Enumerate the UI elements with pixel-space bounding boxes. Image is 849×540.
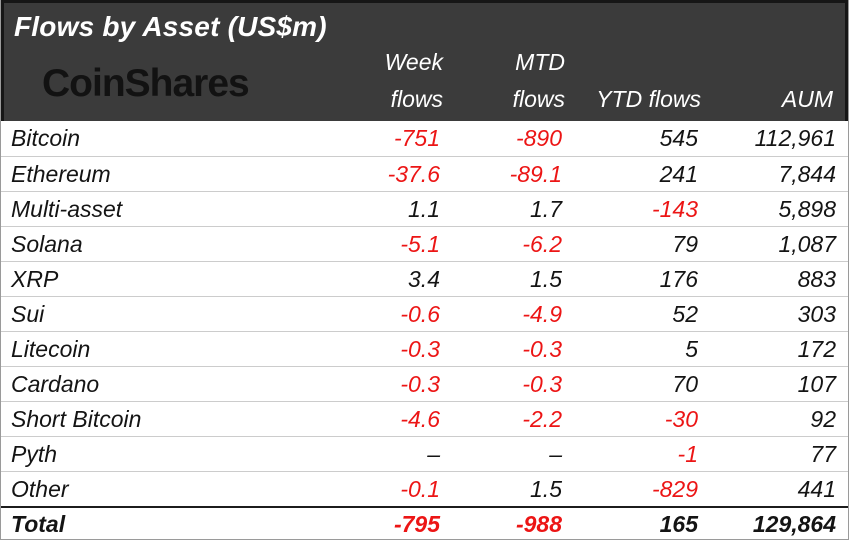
total-asset-name: Total: [11, 510, 66, 537]
row-ytd-flows-value: 70: [672, 370, 698, 397]
column-header-ytd-flows: YTD flows: [596, 86, 701, 112]
table-row: Litecoin -0.3 -0.3 5 172: [1, 331, 848, 366]
row-week-flows-value: –: [427, 440, 440, 467]
table-header: Flows by Asset (US$m) CoinShares Week fl…: [1, 0, 848, 121]
row-asset-name: Sui: [11, 300, 45, 327]
row-ytd-flows-value: -143: [651, 195, 698, 222]
column-headers-row: CoinShares Week flows MTD flows YTD flow…: [4, 44, 845, 122]
row-aum-value: 112,961: [754, 125, 836, 151]
row-asset-name: Solana: [11, 230, 83, 257]
row-asset-name: Cardano: [11, 370, 100, 397]
row-asset-name: XRP: [11, 265, 59, 292]
row-week-flows-value: -0.3: [400, 335, 440, 362]
row-ytd-flows-value: -1: [677, 440, 698, 467]
row-mtd-flows-value: -0.3: [522, 370, 562, 397]
row-asset-name: Short Bitcoin: [11, 405, 142, 432]
row-week-flows-value: 3.4: [408, 265, 440, 292]
column-header-aum: AUM: [781, 86, 833, 112]
column-header-week-line2: flows: [390, 86, 443, 112]
row-ytd-flows-value: -30: [664, 405, 698, 432]
row-week-flows-value: 1.1: [408, 195, 440, 222]
row-mtd-flows-value: -4.9: [522, 300, 562, 327]
table-row: Bitcoin -751 -890 545 112,961: [1, 121, 848, 156]
row-asset-name: Bitcoin: [11, 125, 81, 151]
table-row: Cardano -0.3 -0.3 70 107: [1, 366, 848, 401]
table-row: Solana -5.1 -6.2 79 1,087: [1, 226, 848, 261]
row-mtd-flows-value: -6.2: [522, 230, 562, 257]
row-asset-name: Multi-asset: [11, 195, 123, 222]
total-row: Total -795 -988 165 129,864: [1, 506, 848, 539]
row-mtd-flows-value: 1.5: [530, 265, 562, 292]
row-ytd-flows-value: 5: [685, 335, 698, 362]
row-aum-value: 303: [797, 300, 836, 327]
row-ytd-flows-value: 241: [659, 160, 698, 187]
row-aum-value: 107: [797, 370, 836, 397]
row-week-flows-value: -0.1: [400, 475, 440, 502]
total-aum-value: 129,864: [752, 510, 836, 537]
row-aum-value: 1,087: [778, 230, 836, 257]
row-aum-value: 172: [797, 335, 836, 362]
total-week-flows-value: -795: [393, 510, 440, 537]
row-week-flows-value: -751: [393, 125, 440, 151]
row-mtd-flows-value: 1.5: [530, 475, 562, 502]
table-row: Multi-asset 1.1 1.7 -143 5,898: [1, 191, 848, 226]
column-header-week-flows: Week flows: [344, 44, 447, 118]
row-mtd-flows-value: -89.1: [509, 160, 562, 187]
table-row: Sui -0.6 -4.9 52 303: [1, 296, 848, 331]
column-header-mtd-flows: MTD flows: [447, 44, 569, 118]
row-mtd-flows-value: -890: [515, 125, 562, 151]
total-mtd-flows-value: -988: [515, 510, 562, 537]
row-aum-value: 5,898: [778, 195, 836, 222]
column-header-mtd-line2: flows: [512, 86, 565, 112]
total-ytd-flows-value: 165: [659, 510, 698, 537]
logo-cell: CoinShares: [4, 44, 344, 118]
table-row: XRP 3.4 1.5 176 883: [1, 261, 848, 296]
row-ytd-flows-value: 545: [659, 125, 698, 151]
row-aum-value: 7,844: [778, 160, 836, 187]
table-row: Ethereum -37.6 -89.1 241 7,844: [1, 156, 848, 191]
row-asset-name: Pyth: [11, 440, 58, 467]
page-title: Flows by Asset (US$m): [14, 11, 327, 42]
row-week-flows-value: -37.6: [387, 160, 440, 187]
row-week-flows-value: -5.1: [400, 230, 440, 257]
row-aum-value: 92: [810, 405, 836, 432]
row-week-flows-value: -0.3: [400, 370, 440, 397]
table-body: Bitcoin -751 -890 545 112,961 Ethereum -37.6 -8…: [1, 121, 848, 539]
row-aum-value: 77: [810, 440, 836, 467]
row-asset-name: Litecoin: [11, 335, 91, 362]
row-mtd-flows-value: –: [549, 440, 562, 467]
coinshares-logo: CoinShares: [42, 62, 250, 105]
row-aum-value: 883: [797, 265, 836, 292]
column-header-week-line1: Week: [384, 49, 443, 75]
table-row: Other -0.1 1.5 -829 441: [1, 471, 848, 506]
row-ytd-flows-value: -829: [651, 475, 698, 502]
row-week-flows-value: -4.6: [400, 405, 440, 432]
row-mtd-flows-value: -0.3: [522, 335, 562, 362]
row-ytd-flows-value: 52: [672, 300, 698, 327]
row-week-flows-value: -0.6: [400, 300, 440, 327]
row-mtd-flows-value: 1.7: [530, 195, 562, 222]
row-ytd-flows-value: 176: [659, 265, 698, 292]
row-aum-value: 441: [797, 475, 836, 502]
table-row: Pyth – – -1 77: [1, 436, 848, 471]
table-row: Short Bitcoin -4.6 -2.2 -30 92: [1, 401, 848, 436]
row-mtd-flows-value: -2.2: [522, 405, 562, 432]
row-asset-name: Other: [11, 475, 69, 502]
column-header-mtd-line1: MTD: [515, 49, 565, 75]
row-asset-name: Ethereum: [11, 160, 111, 187]
row-ytd-flows-value: 79: [672, 230, 698, 257]
